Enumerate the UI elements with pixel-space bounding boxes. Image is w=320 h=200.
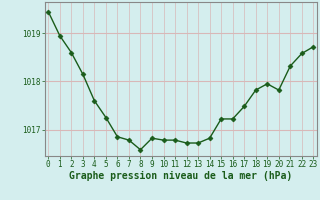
- X-axis label: Graphe pression niveau de la mer (hPa): Graphe pression niveau de la mer (hPa): [69, 171, 292, 181]
